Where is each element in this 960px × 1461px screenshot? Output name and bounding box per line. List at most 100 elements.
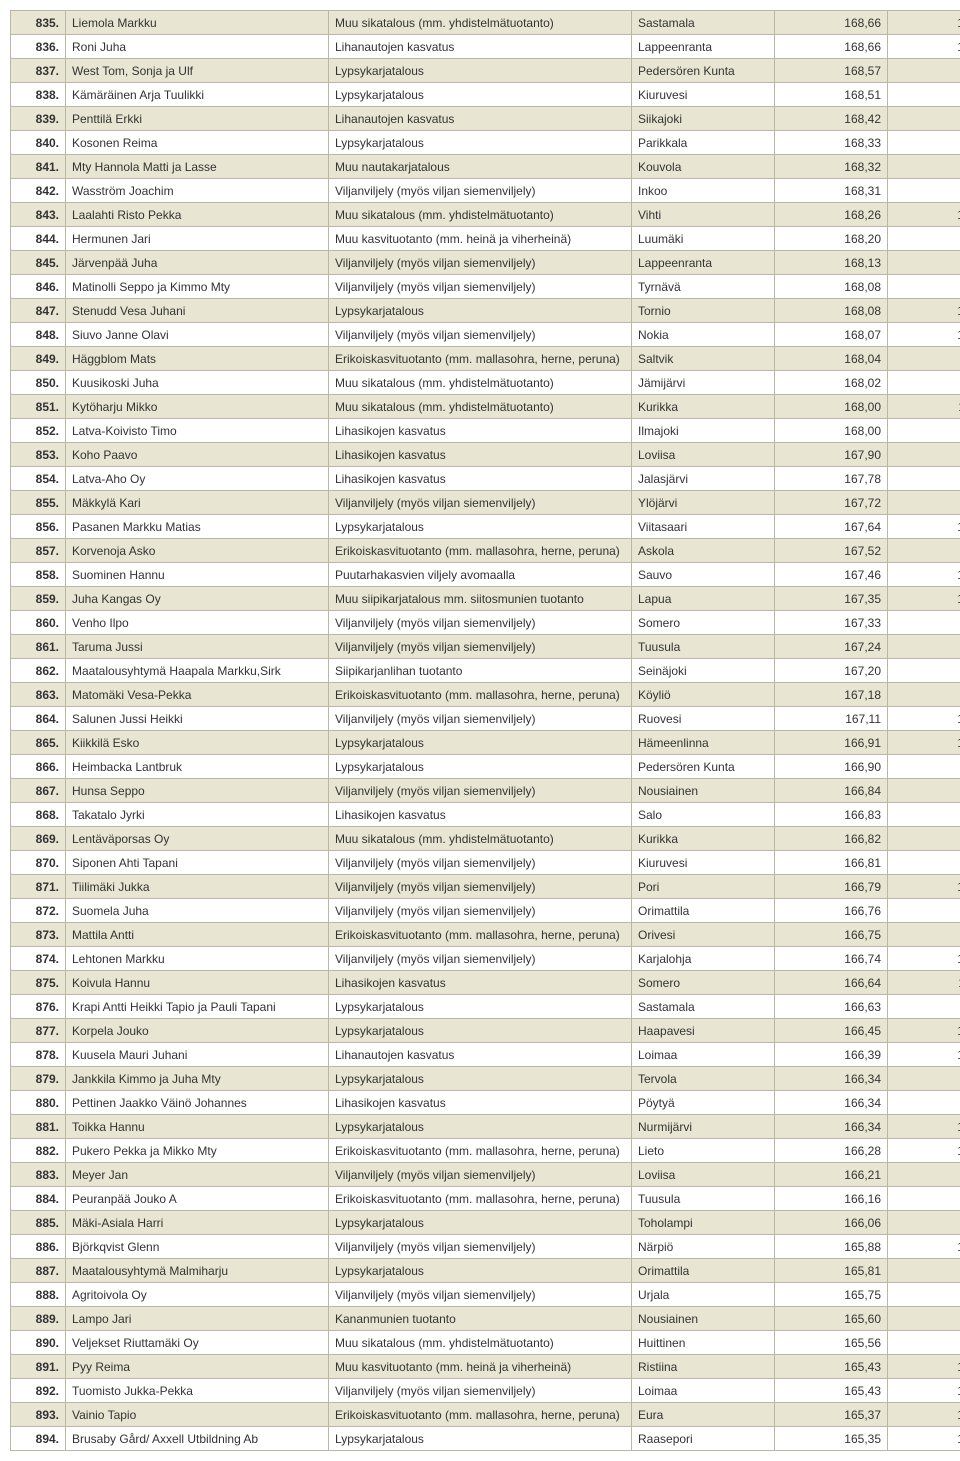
- cell-idx: 890.: [11, 1331, 66, 1355]
- table-row: 859.Juha Kangas OyMuu siipikarjatalous m…: [11, 587, 960, 611]
- cell-num2: 6,09: [888, 467, 960, 491]
- cell-name: Mty Hannola Matti ja Lasse: [66, 155, 329, 179]
- table-row: 854.Latva-Aho OyLihasikojen kasvatusJala…: [11, 467, 960, 491]
- table-row: 878.Kuusela Mauri JuhaniLihanautojen kas…: [11, 1043, 960, 1067]
- table-row: 838.Kämäräinen Arja TuulikkiLypsykarjata…: [11, 83, 960, 107]
- cell-muni: Haapavesi: [632, 1019, 775, 1043]
- cell-idx: 863.: [11, 683, 66, 707]
- table-row: 846.Matinolli Seppo ja Kimmo MtyViljanvi…: [11, 275, 960, 299]
- table-row: 869.Lentäväporsas OyMuu sikatalous (mm. …: [11, 827, 960, 851]
- cell-type: Lypsykarjatalous: [329, 1427, 632, 1451]
- cell-name: Mäki-Asiala Harri: [66, 1211, 329, 1235]
- cell-num2: 135,72: [888, 1139, 960, 1163]
- cell-muni: Kouvola: [632, 155, 775, 179]
- cell-muni: Kurikka: [632, 395, 775, 419]
- cell-idx: 842.: [11, 179, 66, 203]
- table-row: 850.Kuusikoski JuhaMuu sikatalous (mm. y…: [11, 371, 960, 395]
- cell-name: Järvenpää Juha: [66, 251, 329, 275]
- cell-muni: Parikkala: [632, 131, 775, 155]
- cell-idx: 892.: [11, 1379, 66, 1403]
- cell-name: Koivula Hannu: [66, 971, 329, 995]
- cell-type: Puutarhakasvien viljely avomaalla: [329, 563, 632, 587]
- cell-name: Salunen Jussi Heikki: [66, 707, 329, 731]
- cell-num1: 168,08: [775, 275, 888, 299]
- cell-type: Lypsykarjatalous: [329, 1115, 632, 1139]
- cell-name: Hunsa Seppo: [66, 779, 329, 803]
- cell-type: Lihasikojen kasvatus: [329, 803, 632, 827]
- cell-name: Takatalo Jyrki: [66, 803, 329, 827]
- cell-type: Muu sikatalous (mm. yhdistelmätuotanto): [329, 203, 632, 227]
- table-row: 887.Maatalousyhtymä MalmiharjuLypsykarja…: [11, 1259, 960, 1283]
- cell-num2: 109,83: [888, 1019, 960, 1043]
- cell-name: Taruma Jussi: [66, 635, 329, 659]
- cell-muni: Ilmajoki: [632, 419, 775, 443]
- cell-num1: 166,81: [775, 851, 888, 875]
- cell-num1: 167,20: [775, 659, 888, 683]
- cell-idx: 853.: [11, 443, 66, 467]
- table-row: 839.Penttilä ErkkiLihanautojen kasvatusS…: [11, 107, 960, 131]
- cell-idx: 864.: [11, 707, 66, 731]
- cell-name: Penttilä Erkki: [66, 107, 329, 131]
- table-row: 865.Kiikkilä EskoLypsykarjatalousHämeenl…: [11, 731, 960, 755]
- cell-muni: Toholampi: [632, 1211, 775, 1235]
- cell-num1: 165,75: [775, 1283, 888, 1307]
- cell-muni: Lappeenranta: [632, 251, 775, 275]
- cell-muni: Lapua: [632, 587, 775, 611]
- cell-type: Lypsykarjatalous: [329, 131, 632, 155]
- cell-name: Laalahti Risto Pekka: [66, 203, 329, 227]
- cell-num1: 168,66: [775, 11, 888, 35]
- table-row: 858.Suominen HannuPuutarhakasvien viljel…: [11, 563, 960, 587]
- cell-name: Stenudd Vesa Juhani: [66, 299, 329, 323]
- table-row: 879.Jankkila Kimmo ja Juha MtyLypsykarja…: [11, 1067, 960, 1091]
- cell-type: Viljanviljely (myös viljan siemenviljely…: [329, 875, 632, 899]
- cell-num1: 168,33: [775, 131, 888, 155]
- cell-num2: 60,97: [888, 683, 960, 707]
- cell-idx: 845.: [11, 251, 66, 275]
- cell-num2: 146,31: [888, 1235, 960, 1259]
- table-row: 891.Pyy ReimaMuu kasvituotanto (mm. hein…: [11, 1355, 960, 1379]
- cell-name: Lehtonen Markku: [66, 947, 329, 971]
- cell-muni: Orimattila: [632, 1259, 775, 1283]
- cell-num1: 165,43: [775, 1379, 888, 1403]
- cell-num1: 166,34: [775, 1115, 888, 1139]
- cell-num2: 100,60: [888, 947, 960, 971]
- cell-name: Wasström Joachim: [66, 179, 329, 203]
- cell-type: Lypsykarjatalous: [329, 59, 632, 83]
- cell-num1: 166,84: [775, 779, 888, 803]
- cell-num2: 163,04: [888, 875, 960, 899]
- cell-num1: 166,28: [775, 1139, 888, 1163]
- cell-muni: Hämeenlinna: [632, 731, 775, 755]
- cell-num2: 106,61: [888, 35, 960, 59]
- cell-name: Latva-Aho Oy: [66, 467, 329, 491]
- cell-num2: 67,66: [888, 779, 960, 803]
- cell-muni: Loviisa: [632, 1163, 775, 1187]
- cell-name: Maatalousyhtymä Malmiharju: [66, 1259, 329, 1283]
- cell-num1: 168,20: [775, 227, 888, 251]
- table-row: 847.Stenudd Vesa JuhaniLypsykarjatalousT…: [11, 299, 960, 323]
- cell-idx: 838.: [11, 83, 66, 107]
- cell-name: Mäkkylä Kari: [66, 491, 329, 515]
- cell-num2: 76,31: [888, 635, 960, 659]
- cell-name: Pukero Pekka ja Mikko Mty: [66, 1139, 329, 1163]
- table-row: 837.West Tom, Sonja ja UlfLypsykarjatalo…: [11, 59, 960, 83]
- cell-type: Muu sikatalous (mm. yhdistelmätuotanto): [329, 11, 632, 35]
- cell-idx: 849.: [11, 347, 66, 371]
- cell-muni: Pedersören Kunta: [632, 59, 775, 83]
- cell-idx: 859.: [11, 587, 66, 611]
- cell-idx: 874.: [11, 947, 66, 971]
- cell-idx: 851.: [11, 395, 66, 419]
- cell-num1: 168,13: [775, 251, 888, 275]
- cell-type: Viljanviljely (myös viljan siemenviljely…: [329, 1379, 632, 1403]
- cell-idx: 836.: [11, 35, 66, 59]
- cell-num2: 73,71: [888, 1091, 960, 1115]
- table-row: 875.Koivula HannuLihasikojen kasvatusSom…: [11, 971, 960, 995]
- cell-type: Lihasikojen kasvatus: [329, 971, 632, 995]
- cell-idx: 854.: [11, 467, 66, 491]
- table-row: 870.Siponen Ahti TapaniViljanviljely (my…: [11, 851, 960, 875]
- cell-idx: 865.: [11, 731, 66, 755]
- cell-num2: 36,94: [888, 659, 960, 683]
- cell-num2: 130,02: [888, 587, 960, 611]
- cell-num2: 124,93: [888, 11, 960, 35]
- cell-type: Lypsykarjatalous: [329, 83, 632, 107]
- cell-num1: 168,51: [775, 83, 888, 107]
